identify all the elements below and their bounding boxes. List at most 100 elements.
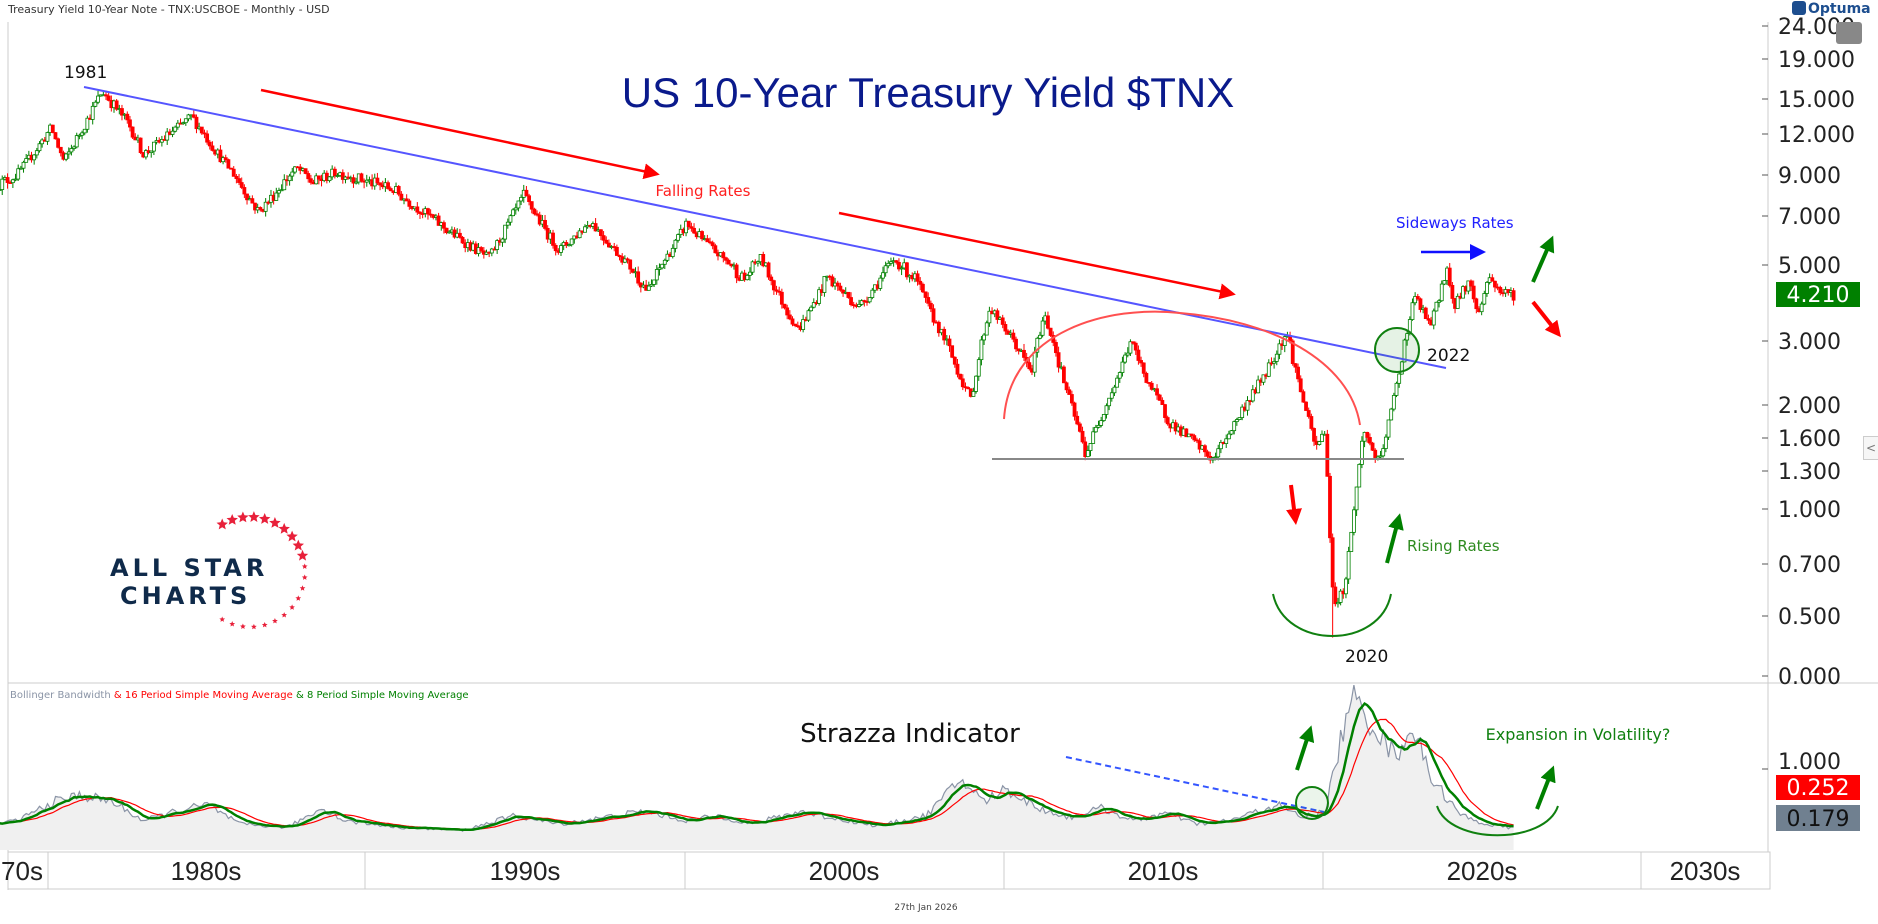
candle-body	[785, 307, 790, 316]
candle-body	[1157, 394, 1162, 401]
candle-body	[756, 261, 760, 264]
candle-body	[1192, 435, 1197, 441]
candle-body	[420, 213, 425, 215]
candle-body	[1317, 441, 1322, 445]
expansion-label: Expansion in Volatility?	[1486, 725, 1671, 744]
candle-body	[10, 179, 15, 184]
candle-body	[175, 122, 180, 128]
candle-body	[505, 221, 510, 226]
candle-body	[870, 289, 875, 298]
candle-body	[1256, 379, 1261, 394]
candle-body	[223, 157, 228, 161]
all-star-charts-logo: ALL STAR CHARTS	[110, 511, 309, 630]
svg-text:CHARTS: CHARTS	[120, 582, 251, 610]
candle-body	[1112, 386, 1117, 394]
candle-body	[559, 245, 563, 253]
y-tick-label: 1.300	[1778, 460, 1841, 485]
candle-body	[1474, 298, 1479, 310]
candle-body	[657, 267, 662, 270]
candle-body	[1485, 281, 1489, 294]
candle-body	[34, 150, 39, 156]
candle-body	[692, 227, 696, 234]
candle-body	[1160, 399, 1165, 405]
candle-body	[1022, 349, 1026, 358]
candle-body	[191, 114, 196, 118]
candle-body	[646, 285, 651, 291]
lock-icon[interactable]	[1836, 22, 1862, 44]
optuma-logo: Optuma	[1792, 1, 1871, 17]
candle-body	[210, 145, 215, 151]
candle-body	[1498, 287, 1503, 294]
candle-body	[846, 291, 851, 298]
candle-body	[1213, 456, 1218, 459]
falling-arrow-2	[838, 211, 1236, 300]
candle-body	[928, 302, 933, 310]
candle-body	[1490, 277, 1495, 282]
candle-body	[277, 190, 281, 194]
candle-body	[513, 207, 518, 211]
candle-body	[1038, 334, 1042, 339]
candle-body	[1011, 332, 1016, 340]
candle-body	[830, 276, 835, 287]
star-icon	[269, 517, 281, 528]
candle-body	[1046, 315, 1050, 329]
candle-body	[114, 100, 119, 110]
down-arrow	[1286, 484, 1302, 525]
candle-body	[867, 297, 872, 303]
logo-stars	[216, 511, 309, 630]
candle-body	[1189, 433, 1194, 437]
star-icon	[286, 530, 298, 542]
indicator-legend: Bollinger Bandwidth & 16 Period Simple M…	[10, 690, 469, 701]
candle-body	[1290, 340, 1295, 365]
chart-title: US 10-Year Treasury Yield $TNX	[622, 69, 1234, 116]
y-tick-label: 15.000	[1778, 88, 1855, 113]
candle-body	[1077, 423, 1082, 432]
candle-body	[144, 150, 148, 158]
candle-body	[306, 173, 311, 180]
candle-body	[1224, 438, 1229, 445]
y-tick-label: 5.000	[1778, 254, 1841, 279]
candle-body	[1312, 428, 1316, 442]
candle-body	[1128, 341, 1133, 354]
candle-body	[386, 182, 390, 189]
candle-body	[1469, 280, 1473, 287]
y-tick-label: 1.000	[1778, 498, 1841, 523]
candle-body	[931, 308, 936, 323]
legend-sma8: & 8 Period Simple Moving Average	[296, 690, 469, 701]
star-icon	[301, 574, 308, 580]
candle-body	[1096, 424, 1101, 428]
candle-body	[771, 280, 776, 291]
candle-body	[849, 297, 853, 306]
candle-body	[5, 177, 10, 183]
collapse-panel-button[interactable]: <	[1863, 436, 1878, 460]
candle-body	[165, 131, 170, 141]
star-icon	[216, 518, 228, 530]
candle-body	[1232, 421, 1237, 432]
candle-body	[881, 272, 885, 279]
candle-body	[93, 101, 98, 107]
star-icon	[292, 539, 304, 551]
candle-body	[1442, 280, 1447, 285]
candle-body	[662, 259, 667, 265]
candle-body	[1000, 317, 1005, 325]
candle-body	[282, 179, 287, 191]
falling-rates-label: Falling Rates	[656, 182, 751, 200]
candle-body	[1085, 450, 1090, 457]
candle-body	[130, 126, 135, 138]
candle-body	[250, 198, 255, 204]
candle-body	[18, 167, 23, 170]
candle-body	[66, 151, 71, 155]
candle-body	[1245, 400, 1250, 411]
instrument-title: Treasury Yield 10-Year Note - TNX:USCBOE…	[7, 3, 330, 16]
indicator-breakout-circle	[1295, 786, 1329, 820]
candle-body	[1306, 410, 1311, 417]
candle-body	[53, 132, 58, 140]
candle-body	[1378, 455, 1383, 458]
candle-body	[1117, 372, 1122, 379]
candle-body	[1261, 374, 1266, 383]
candle-body	[13, 178, 18, 181]
candle-body	[665, 253, 670, 261]
candle-body	[479, 247, 484, 252]
candle-body	[1272, 361, 1277, 364]
